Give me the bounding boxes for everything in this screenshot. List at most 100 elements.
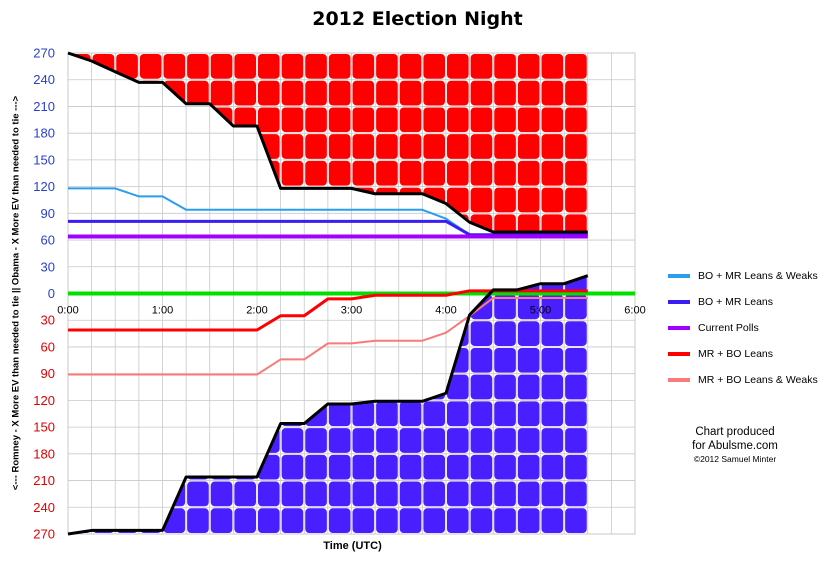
legend-item: MR + BO Leans & Weaks <box>668 367 818 393</box>
red-area-tile <box>541 80 564 106</box>
red-area-tile <box>116 54 138 79</box>
red-area-tile <box>258 54 280 79</box>
legend-swatch <box>668 300 690 304</box>
y-tick-label: 120 <box>33 393 55 408</box>
red-area-tile <box>423 160 445 186</box>
red-area-tile <box>399 160 422 186</box>
red-area-tile <box>352 160 375 186</box>
y-tick-label: 240 <box>33 500 55 515</box>
red-area-tile <box>187 54 209 79</box>
blue-area-tile <box>565 347 587 373</box>
red-area-tile <box>470 160 493 186</box>
blue-area-tile <box>234 508 256 533</box>
blue-area-tile <box>352 428 375 453</box>
legend-label: Current Polls <box>698 322 759 334</box>
red-area-tile <box>494 107 516 133</box>
y-tick-label: 180 <box>33 446 55 461</box>
blue-area-tile <box>541 481 564 507</box>
red-area-tile <box>258 80 280 106</box>
blue-area-tile <box>494 374 516 400</box>
copyright-line: ©2012 Samuel Minter <box>693 454 777 464</box>
legend-label: BO + MR Leans <box>698 296 773 308</box>
obama-margin-line <box>67 51 588 234</box>
blue-area-tile <box>494 481 516 507</box>
red-area-tile <box>399 80 422 106</box>
blue-area-tile <box>281 454 304 480</box>
blue-area-tile <box>470 374 493 400</box>
legend-item: BO + MR Leans <box>668 289 818 315</box>
legend-item: Current Polls <box>668 315 818 341</box>
blue-area-tile <box>305 481 327 507</box>
legend-swatch <box>668 378 690 382</box>
red-area-tile <box>517 54 540 79</box>
blue-area-tile <box>399 481 422 507</box>
red-area-tile <box>494 54 516 79</box>
blue-area-tile <box>517 481 540 507</box>
blue-area-tile <box>187 481 209 507</box>
red-area-tile <box>281 54 304 79</box>
red-area-tile <box>328 54 351 79</box>
blue-area-tile <box>376 428 398 453</box>
red-area-tile <box>517 160 540 186</box>
red-area-tile <box>517 214 540 233</box>
chart-credit: Chart produced for Abulsme.com ©2012 Sam… <box>660 425 810 465</box>
blue-area-tile <box>470 321 493 346</box>
red-area-tile <box>163 54 186 79</box>
blue-area-tile <box>423 428 445 453</box>
legend-item: BO + MR Leans & Weaks <box>668 263 818 289</box>
blue-area-tile <box>258 481 280 507</box>
red-area-tile <box>376 160 398 186</box>
legend-swatch <box>668 274 690 278</box>
blue-area-tile <box>187 508 209 533</box>
red-area-tile <box>234 80 256 106</box>
red-area-tile <box>565 214 587 233</box>
red-area-tile <box>328 80 351 106</box>
y-tick-label: 180 <box>33 126 55 141</box>
blue-area-tile <box>234 481 256 507</box>
red-area-tile <box>376 107 398 133</box>
blue-area-tile <box>565 374 587 400</box>
red-area-tile <box>470 187 493 213</box>
blue-area-tile <box>541 347 564 373</box>
legend-item: MR + BO Leans <box>668 341 818 367</box>
blue-area-tile <box>447 428 469 453</box>
red-area-tile <box>258 107 280 133</box>
red-area-tile <box>305 80 327 106</box>
blue-area-tile <box>423 481 445 507</box>
red-area-tile <box>447 160 469 186</box>
red-area-tile <box>281 107 304 133</box>
blue-area-tile <box>494 428 516 453</box>
y-tick-label: 210 <box>33 473 55 488</box>
y-tick-label: 30 <box>41 259 55 274</box>
blue-area-tile <box>210 481 233 507</box>
chart-title: 2012 Election Night <box>312 8 523 30</box>
y-tick-label: 90 <box>41 206 55 221</box>
blue-area-tile <box>517 321 540 346</box>
blue-area-tile <box>376 508 398 533</box>
red-area-tile <box>399 107 422 133</box>
red-area-tile <box>352 80 375 106</box>
legend-label: MR + BO Leans & Weaks <box>698 374 818 386</box>
blue-area-tile <box>565 401 587 427</box>
blue-area-tile <box>494 401 516 427</box>
red-area-tile <box>447 107 469 133</box>
y-tick-label: 0 <box>48 286 55 301</box>
red-area-tile <box>494 80 516 106</box>
red-area-tile <box>328 134 351 159</box>
blue-area-tile <box>565 428 587 453</box>
blue-area-tile <box>352 454 375 480</box>
red-area-tile <box>423 54 445 79</box>
blue-area-tile <box>494 508 516 533</box>
red-area-tile <box>470 54 493 79</box>
y-tick-label: 120 <box>33 179 55 194</box>
blue-area-tile <box>399 508 422 533</box>
legend-swatch <box>668 326 690 330</box>
mr-bo-leans-line <box>68 289 588 332</box>
legend-label: BO + MR Leans & Weaks <box>698 270 818 282</box>
red-area-tile <box>305 107 327 133</box>
blue-area-tile <box>447 508 469 533</box>
blue-area-tile <box>281 508 304 533</box>
red-area-tile <box>517 107 540 133</box>
red-area-tile <box>494 187 516 213</box>
blue-area-tile <box>423 454 445 480</box>
